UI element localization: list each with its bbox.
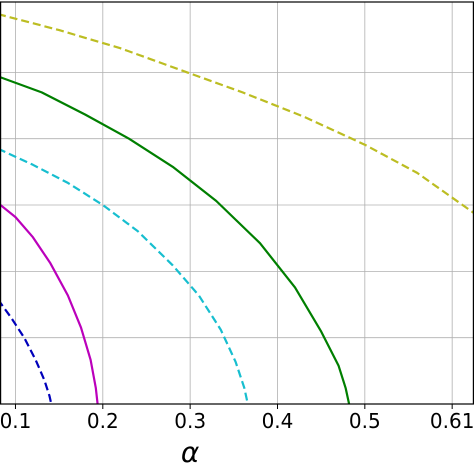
x-tick-label: 0.61	[430, 409, 474, 433]
series-line-2	[0, 203, 99, 404]
series-line-1	[0, 300, 53, 404]
series-line-3	[0, 148, 249, 404]
series-group	[0, 13, 474, 404]
series-line-4	[0, 75, 351, 404]
plot-frame	[0, 1, 474, 405]
x-axis-label: α	[181, 436, 200, 469]
x-tick-label: 0.2	[87, 409, 119, 433]
x-tick-label: 0.1	[0, 409, 31, 433]
x-tick-label: 0.4	[262, 409, 294, 433]
series-line-5	[0, 13, 474, 214]
x-tick-label: 0.3	[174, 409, 206, 433]
grid	[0, 1, 474, 405]
x-tick-label: 0.5	[349, 409, 381, 433]
x-axis-ticks: 0.1 0.2 0.3 0.4 0.5 0.61	[0, 404, 474, 433]
